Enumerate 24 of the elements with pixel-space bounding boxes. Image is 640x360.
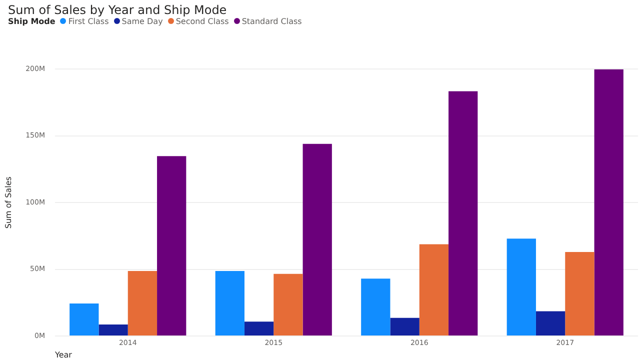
bar (302, 144, 332, 336)
y-axis-title: Sum of Sales (4, 176, 13, 229)
bar (361, 278, 390, 336)
bar (98, 324, 128, 336)
bar (244, 322, 274, 336)
bar (390, 318, 420, 336)
bar (448, 91, 478, 336)
x-axis-title: Year (54, 350, 73, 360)
legend-label: Same Day (120, 16, 163, 26)
bar (128, 271, 158, 336)
bar (506, 238, 536, 336)
bar (536, 311, 566, 336)
legend-label: Second Class (174, 16, 229, 26)
bar (419, 244, 449, 336)
bar (594, 69, 624, 336)
chart-title: Sum of Sales by Year and Ship Mode (8, 3, 227, 17)
bar (215, 271, 244, 336)
legend-title: Ship Mode (8, 16, 56, 26)
bar (565, 252, 594, 336)
legend-label: First Class (67, 16, 109, 26)
legend-label: Standard Class (240, 16, 302, 26)
bar (157, 156, 186, 336)
bar (274, 274, 303, 336)
bar (70, 303, 99, 336)
